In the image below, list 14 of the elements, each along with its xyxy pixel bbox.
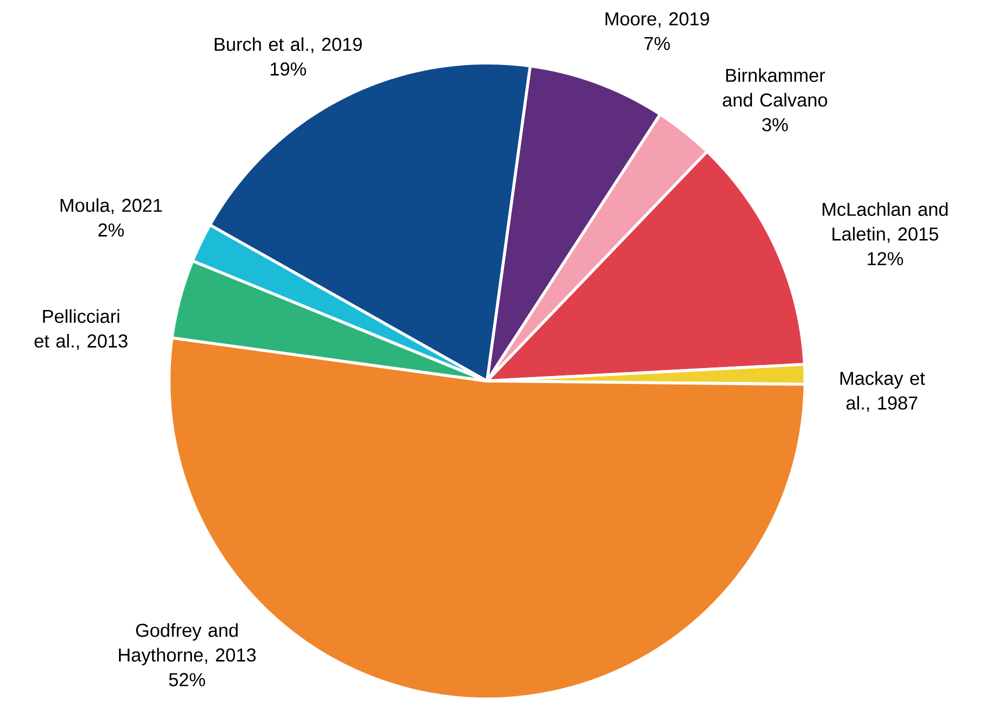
slice-label: Moore, 2019: [606, 12, 710, 28]
slice-label: Burch et al., 2019: [214, 37, 362, 54]
slice-label: Birnkammer and Calvano: [722, 68, 828, 107]
data-label: 52%: [169, 673, 206, 686]
data-label: 19%: [270, 62, 306, 76]
data-label: 7%: [644, 36, 670, 50]
slice-label: Godfrey and Haythorne, 2013: [119, 623, 256, 666]
slice-label: Pellicciari et al., 2013: [34, 309, 128, 350]
data-label: 2%: [98, 223, 124, 237]
slice-label: McLachlan and Laletin, 2015: [822, 202, 948, 243]
data-label: 12%: [868, 252, 904, 266]
data-label: 3%: [762, 118, 788, 132]
slice-label: Mackay et al., 1987: [840, 371, 925, 412]
slice-label: Moula, 2021: [60, 198, 162, 214]
